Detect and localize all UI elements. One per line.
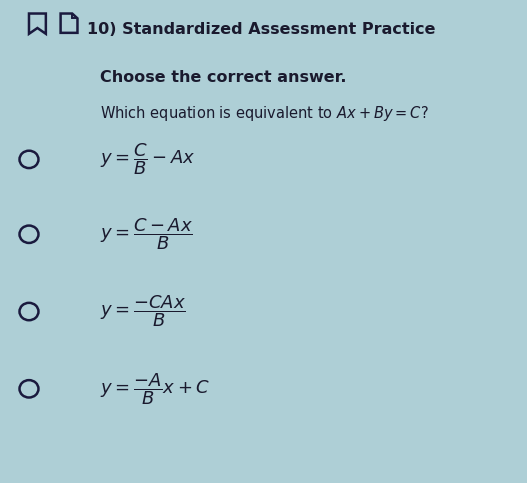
Text: 10) Standardized Assessment Practice: 10) Standardized Assessment Practice [87, 22, 435, 37]
Text: $y = \dfrac{C}{B} - Ax$: $y = \dfrac{C}{B} - Ax$ [100, 142, 196, 177]
Text: $y = \dfrac{-CAx}{B}$: $y = \dfrac{-CAx}{B}$ [100, 294, 186, 329]
Text: $y = \dfrac{C - Ax}{B}$: $y = \dfrac{C - Ax}{B}$ [100, 216, 193, 252]
Text: Which equation is equivalent to $Ax + By = C$?: Which equation is equivalent to $Ax + By… [100, 104, 429, 123]
Text: Choose the correct answer.: Choose the correct answer. [100, 70, 347, 85]
Text: $y = \dfrac{-A}{B}x + C$: $y = \dfrac{-A}{B}x + C$ [100, 371, 210, 407]
